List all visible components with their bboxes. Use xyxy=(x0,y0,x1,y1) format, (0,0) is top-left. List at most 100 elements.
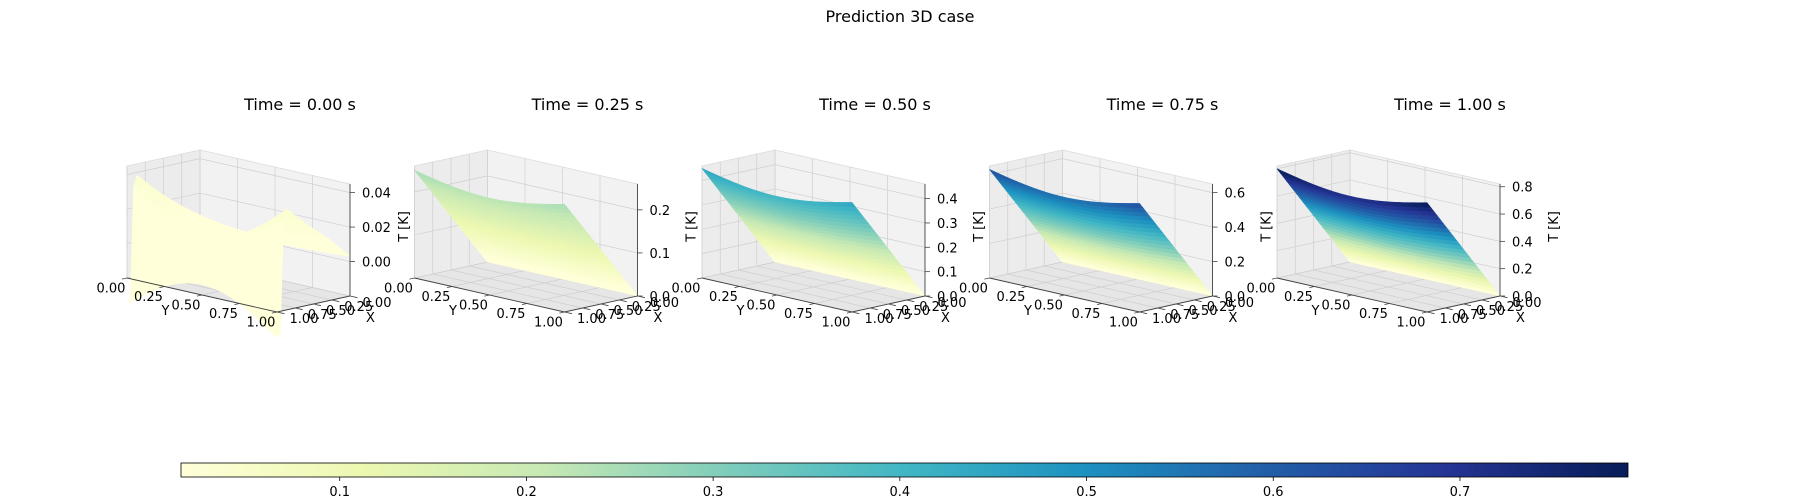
z-tick-label: 0.04 xyxy=(362,187,391,202)
x-tick-label: 1.00 xyxy=(1152,312,1181,327)
z-tick-label: 0.02 xyxy=(362,221,391,236)
x-tick-mark xyxy=(1194,299,1202,303)
y-tick-mark xyxy=(559,311,565,314)
x-tick-label: 0.25 xyxy=(632,300,661,315)
y-tick-label: 1.00 xyxy=(1109,316,1138,331)
x-tick-label: 0.75 xyxy=(1458,308,1487,323)
y-tick-mark xyxy=(234,303,240,306)
x-tick-mark xyxy=(331,299,340,303)
y-tick-label: 0.00 xyxy=(1246,282,1275,297)
y-tick-label: 0.50 xyxy=(746,299,775,314)
y-tick-mark xyxy=(521,303,528,306)
y-axis-label: Y xyxy=(1023,304,1032,319)
x-tick-label: 0.00 xyxy=(1225,296,1254,311)
x-tick-label: 0.50 xyxy=(901,304,930,319)
y-tick-mark xyxy=(1421,311,1428,314)
y-tick-mark xyxy=(196,294,203,297)
z-tick-label: 0.2 xyxy=(1512,263,1533,278)
x-tick-mark xyxy=(619,299,627,303)
surface-facet xyxy=(844,202,856,207)
y-axis-label: Y xyxy=(736,304,745,319)
z-tick-label: 0.4 xyxy=(937,193,958,208)
y-tick-label: 0.00 xyxy=(959,282,988,297)
y-tick-label: 1.00 xyxy=(821,316,850,331)
x-axis-label: X xyxy=(941,311,950,326)
surface xyxy=(701,168,926,297)
y-tick-label: 1.00 xyxy=(1396,316,1425,331)
x-tick-label: 0.50 xyxy=(1189,304,1218,319)
z-axis-label: T [K] xyxy=(397,211,412,243)
x-tick-mark xyxy=(1445,307,1453,311)
x-axis-label: X xyxy=(1516,311,1525,326)
x-tick-mark xyxy=(582,307,591,311)
y-tick-label: 0.25 xyxy=(134,290,163,305)
x-tick-label: 0.00 xyxy=(650,296,679,311)
z-tick-label: 0.4 xyxy=(1512,235,1533,250)
y-tick-mark xyxy=(121,277,128,280)
y-tick-mark xyxy=(446,286,453,289)
x-tick-mark xyxy=(1157,307,1166,311)
z-axis-label: T [K] xyxy=(972,211,987,243)
x-tick-mark xyxy=(1139,311,1148,315)
surface xyxy=(126,174,352,339)
y-tick-mark xyxy=(159,286,165,289)
z-axis-label: T [K] xyxy=(1260,211,1275,243)
y-tick-label: 0.50 xyxy=(171,299,200,314)
surface xyxy=(989,169,1214,297)
x-tick-label: 0.00 xyxy=(938,296,967,311)
colorbar-tick-label: 0.7 xyxy=(1450,485,1471,500)
x-tick-mark xyxy=(906,299,915,303)
x-tick-mark xyxy=(313,303,322,307)
z-tick-label: 0.8 xyxy=(1512,181,1533,196)
colorbar-gradient xyxy=(180,462,1629,478)
subplot-2: Time = 0.50 s0.000.250.500.751.00Y0.000.… xyxy=(671,95,987,331)
subplot-4: Time = 1.00 s0.000.250.500.751.00Y0.000.… xyxy=(1246,95,1562,331)
y-tick-mark xyxy=(1271,277,1278,280)
x-tick-mark xyxy=(1463,303,1472,307)
z-tick-label: 0.3 xyxy=(937,217,958,232)
surface-facet xyxy=(269,326,281,339)
x-tick-mark xyxy=(295,307,303,311)
surface-facet xyxy=(557,203,569,209)
surface xyxy=(1276,168,1501,297)
x-tick-label: 0.75 xyxy=(1170,308,1199,323)
z-tick-label: 0.2 xyxy=(1225,256,1246,271)
x-tick-mark xyxy=(851,311,860,315)
z-axis-label: T [K] xyxy=(1547,211,1562,243)
y-tick-label: 0.75 xyxy=(209,307,238,322)
x-tick-label: 0.75 xyxy=(308,308,337,323)
z-tick-label: 0.1 xyxy=(937,266,958,281)
x-tick-label: 0.25 xyxy=(344,300,373,315)
x-tick-label: 0.75 xyxy=(883,308,912,323)
y-tick-label: 0.00 xyxy=(384,282,413,297)
y-tick-mark xyxy=(1309,286,1315,289)
surface-facet xyxy=(1132,203,1144,208)
y-tick-label: 1.00 xyxy=(246,316,275,331)
x-axis-label: X xyxy=(366,311,375,326)
y-tick-mark xyxy=(984,277,990,280)
subplot-title: Time = 1.00 s xyxy=(1393,95,1506,114)
x-tick-mark xyxy=(1175,303,1184,307)
surface-facet xyxy=(1419,202,1431,208)
y-tick-mark xyxy=(1384,303,1390,306)
y-tick-mark xyxy=(1346,294,1353,297)
y-tick-mark xyxy=(271,311,278,314)
x-tick-label: 0.25 xyxy=(919,300,948,315)
y-tick-label: 0.75 xyxy=(1359,307,1388,322)
figure-title: Prediction 3D case xyxy=(826,7,975,26)
y-tick-mark xyxy=(1059,294,1065,297)
z-tick-label: 0.4 xyxy=(1225,221,1246,236)
y-tick-label: 0.50 xyxy=(1034,299,1063,314)
y-tick-label: 0.25 xyxy=(421,290,450,305)
surface xyxy=(414,170,639,297)
x-tick-mark xyxy=(276,311,285,315)
x-tick-label: 0.50 xyxy=(326,304,355,319)
x-tick-label: 1.00 xyxy=(290,312,319,327)
y-tick-mark xyxy=(409,277,415,280)
x-tick-mark xyxy=(1481,299,1490,303)
colorbar-tick-label: 0.5 xyxy=(1076,485,1097,500)
x-tick-mark xyxy=(564,311,573,315)
z-axis-label: T [K] xyxy=(685,211,700,243)
y-tick-label: 0.00 xyxy=(96,282,125,297)
z-tick-label: 0.0 xyxy=(650,290,671,305)
